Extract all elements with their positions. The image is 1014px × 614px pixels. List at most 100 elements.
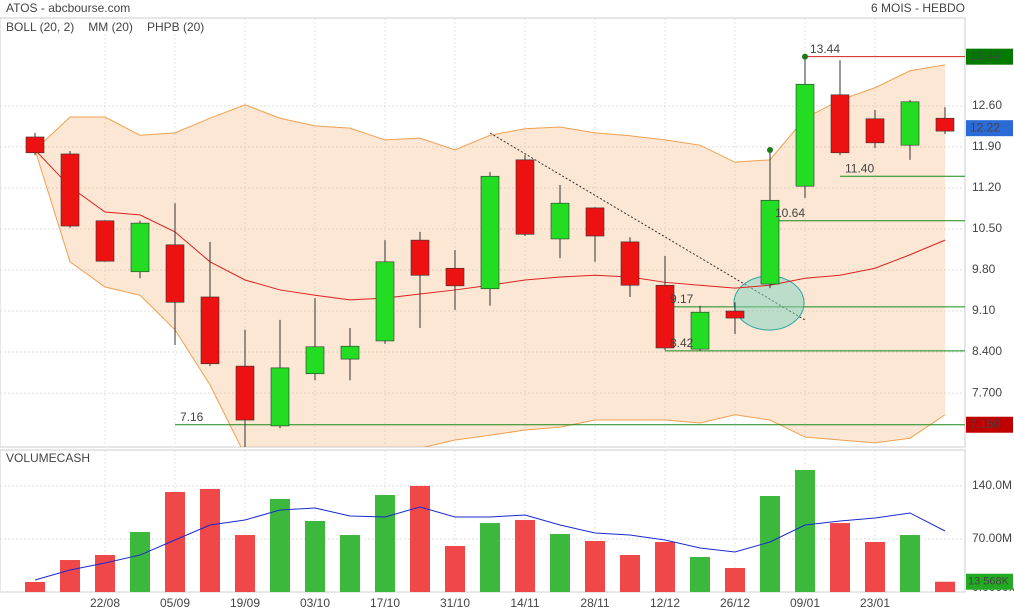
- price-marker-box: [966, 120, 1013, 137]
- volume-bar: [795, 470, 815, 592]
- volume-bar: [410, 485, 430, 592]
- volume-bar: [305, 521, 325, 592]
- volume-bar: [865, 541, 885, 592]
- candle-body: [410, 239, 430, 276]
- candle-body: [585, 207, 605, 237]
- volume-bar: [690, 556, 710, 592]
- volume-bar: [375, 495, 395, 592]
- volume-bar: [620, 555, 640, 592]
- band-upper: [34, 64, 946, 163]
- candle-body: [305, 346, 325, 375]
- volume-bar: [515, 520, 535, 592]
- y-tick-label: 140.0M: [972, 478, 1012, 492]
- legend-entry: MM (20): [88, 20, 133, 34]
- volume-bar: [725, 567, 745, 592]
- legend-entry: BOLL (20, 2): [6, 20, 74, 34]
- volume-average: [34, 506, 946, 581]
- candle-body: [375, 261, 395, 342]
- x-tick-label: 26/12: [720, 596, 750, 610]
- price-marker-box: [966, 48, 1013, 65]
- y-tick-label: 11.90: [972, 139, 1001, 153]
- candle-body: [130, 222, 150, 273]
- volume-bar: [550, 533, 570, 592]
- candle-body: [550, 202, 570, 240]
- candle-body: [620, 241, 640, 286]
- y-tick-label: 12.60: [972, 98, 1002, 112]
- y-tick-label: 8.400: [972, 344, 1002, 358]
- candle-body: [235, 365, 255, 421]
- y-tick-label: 7.700: [972, 385, 1002, 399]
- candle-body: [165, 244, 185, 303]
- candle-body: [60, 153, 80, 227]
- level-dot: [767, 147, 773, 153]
- price-marker-box: [966, 416, 1013, 433]
- x-tick-label: 12/12: [650, 596, 680, 610]
- volume-marker-label: 13 568K: [968, 576, 1010, 588]
- candle-body: [830, 94, 850, 154]
- level-label: 11.40: [845, 161, 874, 175]
- volume-bar: [935, 581, 955, 592]
- level-label: 13.44: [810, 42, 840, 56]
- header-title: ATOS - abcbourse.com: [6, 1, 130, 15]
- level-dot: [802, 53, 808, 60]
- volume-bar: [340, 535, 360, 592]
- band-lower: [34, 149, 946, 447]
- x-tick-label: 09/01: [790, 596, 820, 610]
- y-tick-label: 70.00M: [972, 531, 1012, 545]
- level-label: 7.16: [180, 410, 204, 424]
- candle-body: [795, 83, 815, 187]
- volume-bar: [270, 498, 290, 592]
- x-tick-label: 03/10: [300, 596, 330, 610]
- y-tick-label: 9.10: [972, 303, 996, 317]
- x-tick-label: 14/11: [510, 596, 539, 610]
- volume-bar: [900, 535, 920, 592]
- level-label: 10.64: [775, 206, 805, 220]
- candle-body: [480, 175, 500, 290]
- volume-bar: [445, 546, 465, 592]
- volume-bar: [95, 555, 115, 592]
- price-marker-label: 13.44: [970, 49, 1000, 63]
- price-marker-label: 7.160: [970, 417, 1000, 431]
- candle-body: [270, 367, 290, 427]
- x-tick-label: 23/01: [860, 596, 890, 610]
- volume-bar: [60, 560, 80, 592]
- volume-title: VOLUMECASH: [6, 451, 90, 465]
- volume-bar: [830, 523, 850, 592]
- candle-body: [95, 220, 115, 262]
- candle-body: [725, 310, 745, 319]
- x-tick-label: 05/09: [160, 596, 190, 610]
- y-tick-label: 11.20: [972, 180, 1001, 194]
- volume-bar: [130, 531, 150, 592]
- candle-body: [200, 296, 220, 365]
- candle-body: [900, 101, 920, 146]
- candle-body: [655, 284, 675, 349]
- level-label: 9.17: [670, 292, 694, 306]
- candle-body: [935, 117, 955, 132]
- candle-body: [515, 159, 535, 235]
- candle-body: [760, 199, 780, 285]
- volume-marker-box: [966, 573, 1013, 590]
- candle-body: [340, 345, 360, 360]
- x-tick-label: 31/10: [440, 596, 470, 610]
- level-label: 8.42: [670, 336, 694, 350]
- volume-bar: [480, 523, 500, 592]
- volume-bar: [235, 535, 255, 592]
- x-tick-label: 17/10: [370, 596, 400, 610]
- y-tick-label: 9.80: [972, 262, 996, 276]
- x-tick-label: 28/11: [580, 596, 609, 610]
- candle-body: [865, 118, 885, 144]
- volume-bar: [655, 541, 675, 592]
- price-marker-label: 12.22: [970, 120, 1000, 134]
- candle-body: [25, 136, 45, 154]
- volume-bar: [200, 488, 220, 592]
- volume-bar: [165, 491, 185, 592]
- volume-bar: [760, 495, 780, 592]
- x-tick-label: 19/09: [230, 596, 260, 610]
- volume-bar: [25, 581, 45, 592]
- candle-body: [690, 311, 710, 350]
- legend-entry: PHPB (20): [147, 20, 204, 34]
- y-tick-label: 10.50: [972, 221, 1002, 235]
- candle-body: [445, 267, 465, 287]
- x-tick-label: 22/08: [90, 596, 120, 610]
